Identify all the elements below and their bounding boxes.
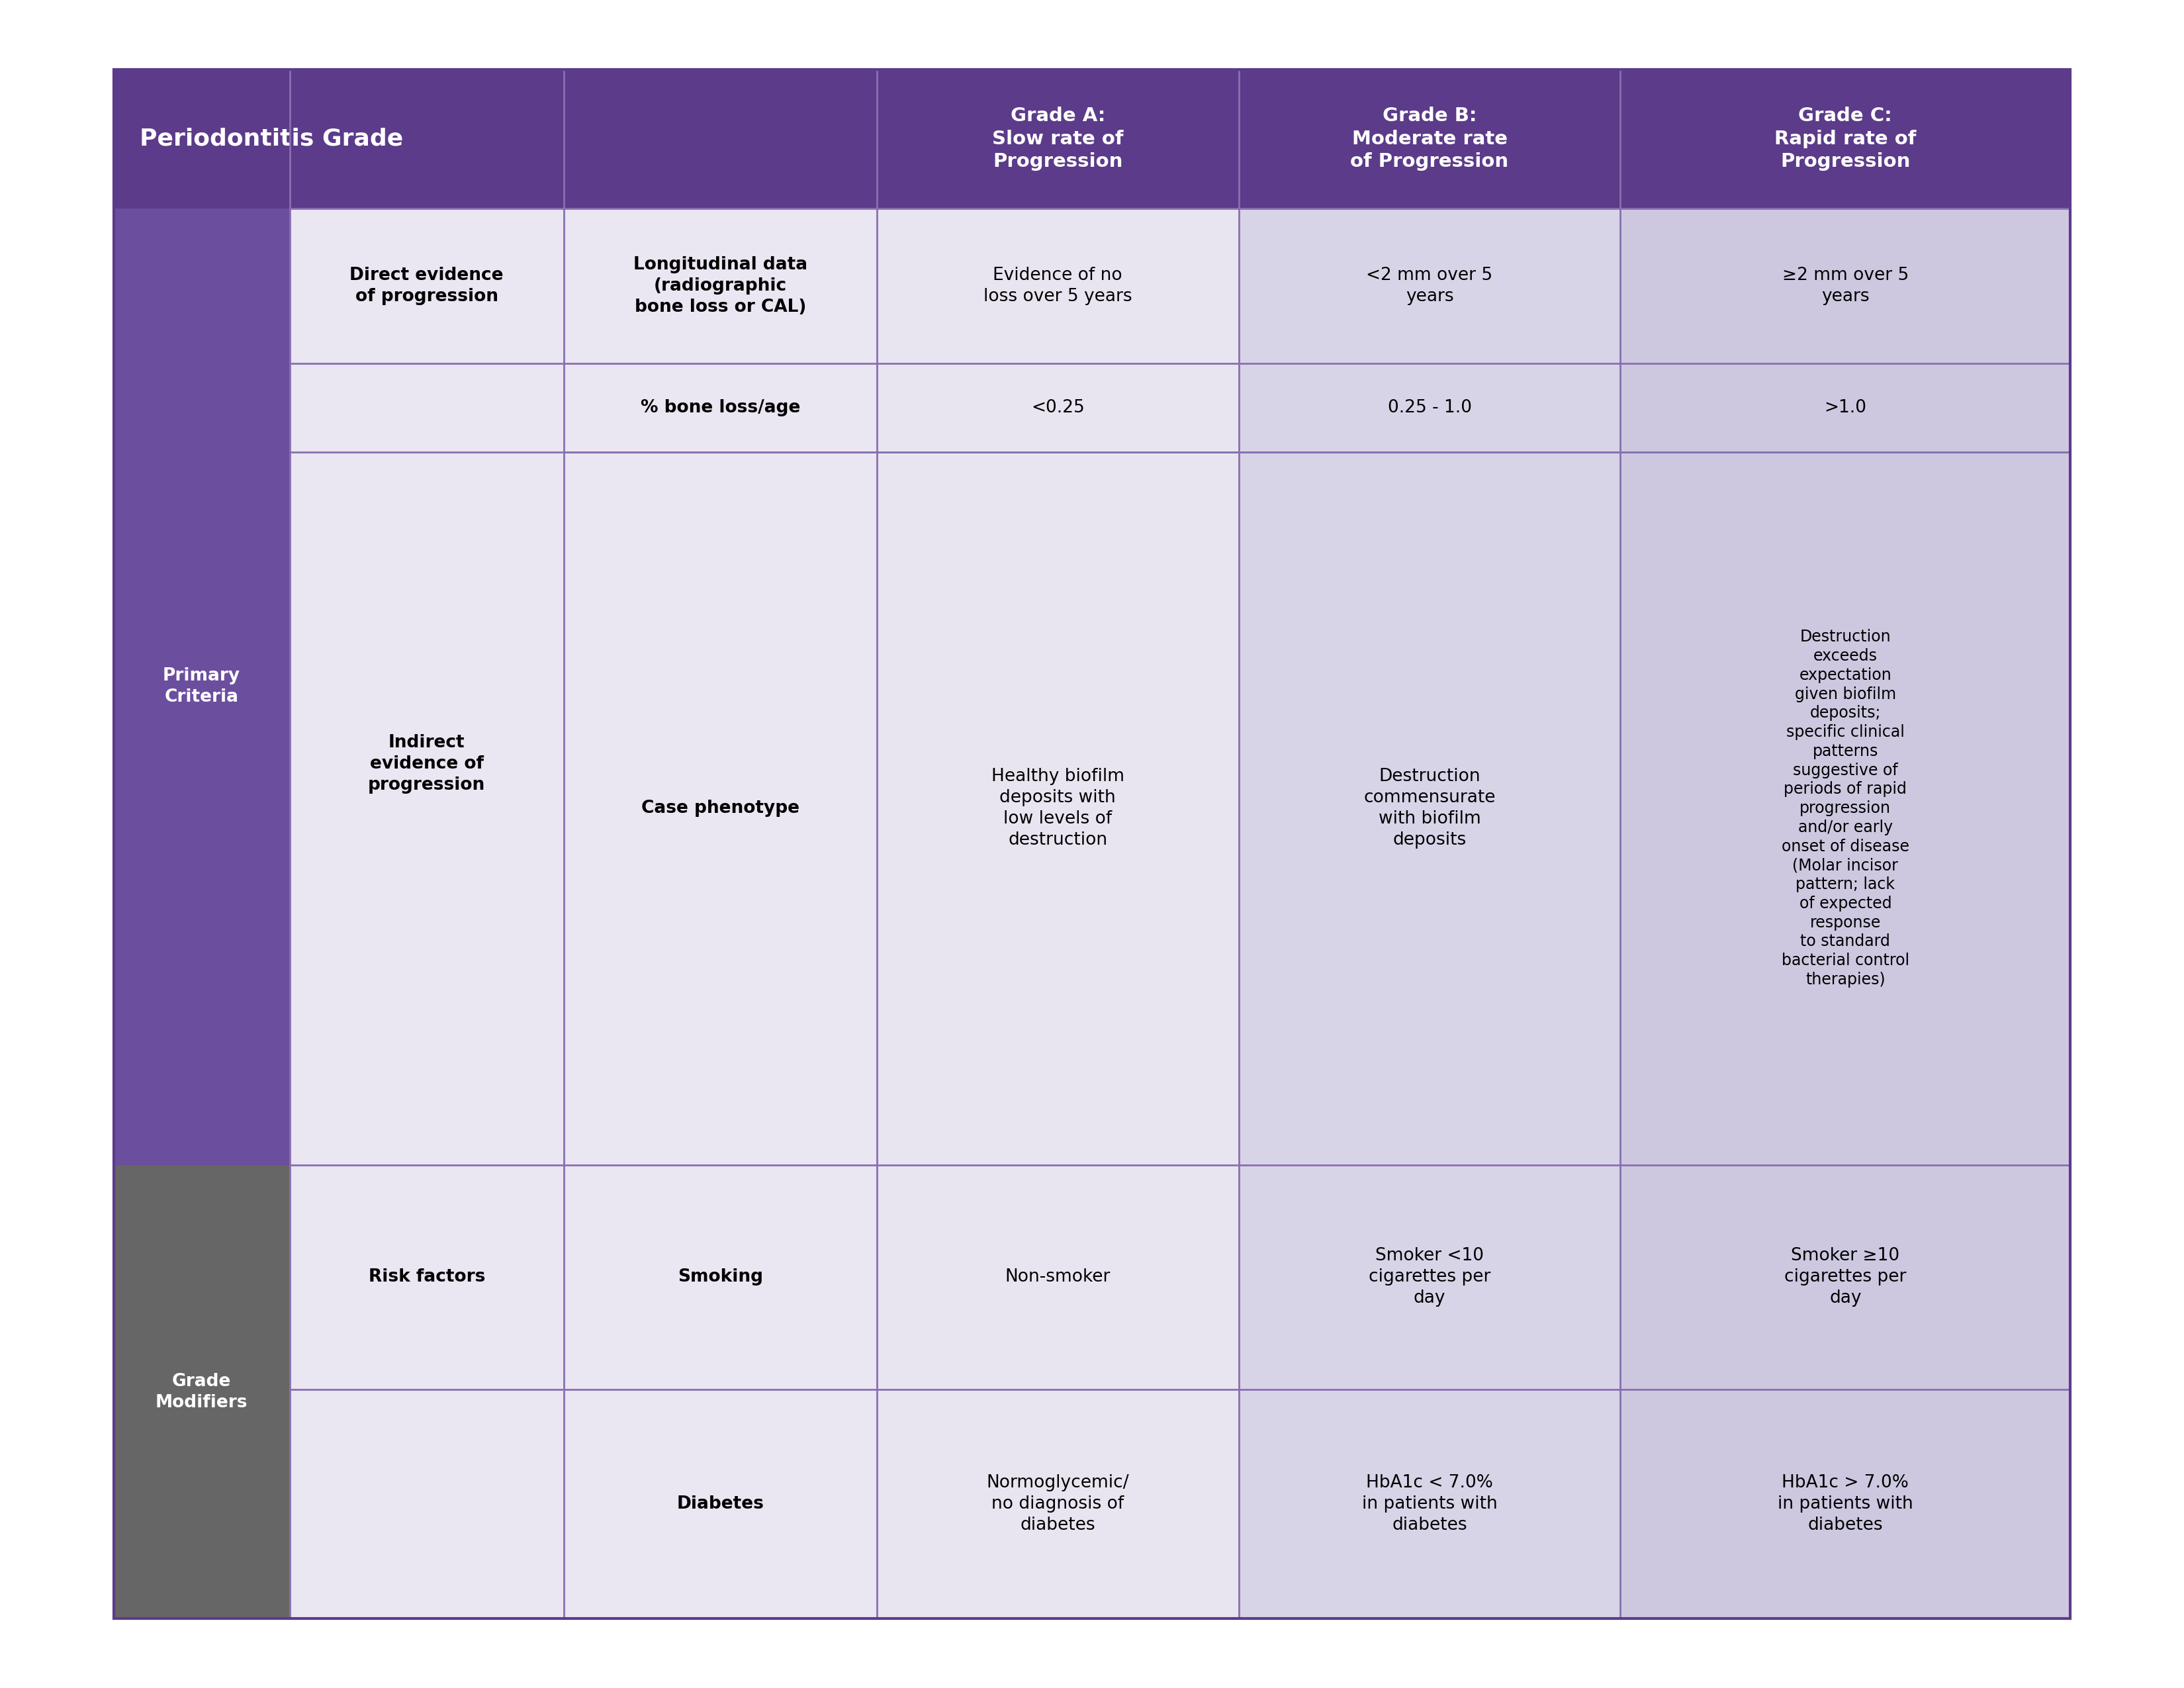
- Bar: [290, 1389, 563, 1619]
- Text: 0.25 - 1.0: 0.25 - 1.0: [1387, 398, 1472, 417]
- Text: Smoker <10
cigarettes per
day: Smoker <10 cigarettes per day: [1369, 1247, 1489, 1307]
- Bar: [563, 452, 876, 1165]
- Bar: [1621, 452, 2070, 1165]
- Bar: [1621, 1165, 2070, 1389]
- Text: Healthy biofilm
deposits with
low levels of
destruction: Healthy biofilm deposits with low levels…: [992, 768, 1125, 849]
- Bar: [114, 69, 2070, 1619]
- Text: Grade C:
Rapid rate of
Progression: Grade C: Rapid rate of Progression: [1773, 106, 1915, 170]
- Bar: [1238, 1165, 1621, 1389]
- Text: Smoker ≥10
cigarettes per
day: Smoker ≥10 cigarettes per day: [1784, 1247, 1907, 1307]
- Text: HbA1c < 7.0%
in patients with
diabetes: HbA1c < 7.0% in patients with diabetes: [1363, 1474, 1498, 1534]
- Text: HbA1c > 7.0%
in patients with
diabetes: HbA1c > 7.0% in patients with diabetes: [1778, 1474, 1913, 1534]
- Text: Grade A:
Slow rate of
Progression: Grade A: Slow rate of Progression: [992, 106, 1123, 170]
- Bar: [876, 1165, 1238, 1389]
- Text: Primary
Criteria: Primary Criteria: [164, 667, 240, 706]
- Bar: [1238, 452, 1621, 1165]
- Bar: [1238, 1389, 1621, 1619]
- Bar: [1621, 209, 2070, 363]
- Bar: [114, 209, 290, 1165]
- Bar: [1238, 209, 1621, 363]
- Bar: [876, 452, 1238, 1165]
- Text: Risk factors: Risk factors: [369, 1268, 485, 1286]
- Bar: [1238, 363, 1621, 452]
- Bar: [1621, 363, 2070, 452]
- Bar: [563, 1389, 876, 1619]
- Text: Periodontitis Grade: Periodontitis Grade: [140, 128, 404, 150]
- Text: ≥2 mm over 5
years: ≥2 mm over 5 years: [1782, 267, 1909, 306]
- Text: Grade B:
Moderate rate
of Progression: Grade B: Moderate rate of Progression: [1350, 106, 1509, 170]
- Text: Destruction
commensurate
with biofilm
deposits: Destruction commensurate with biofilm de…: [1363, 768, 1496, 849]
- Text: Non-smoker: Non-smoker: [1005, 1268, 1109, 1286]
- Text: Grade
Modifiers: Grade Modifiers: [155, 1372, 247, 1411]
- Bar: [290, 1165, 563, 1389]
- Bar: [876, 209, 1238, 363]
- Text: Longitudinal data
(radiographic
bone loss or CAL): Longitudinal data (radiographic bone los…: [633, 257, 808, 316]
- Bar: [290, 363, 563, 452]
- Bar: [290, 452, 563, 1165]
- Bar: [1621, 1389, 2070, 1619]
- Text: <2 mm over 5
years: <2 mm over 5 years: [1367, 267, 1494, 306]
- Text: Smoking: Smoking: [677, 1268, 762, 1286]
- Bar: [563, 363, 876, 452]
- Bar: [114, 1165, 290, 1619]
- Bar: [876, 363, 1238, 452]
- Bar: [563, 1165, 876, 1389]
- Text: Evidence of no
loss over 5 years: Evidence of no loss over 5 years: [983, 267, 1131, 306]
- Text: Diabetes: Diabetes: [677, 1496, 764, 1512]
- Text: Indirect
evidence of
progression: Indirect evidence of progression: [369, 734, 485, 793]
- Text: Destruction
exceeds
expectation
given biofilm
deposits;
specific clinical
patter: Destruction exceeds expectation given bi…: [1782, 630, 1909, 987]
- Text: Case phenotype: Case phenotype: [642, 800, 799, 817]
- Text: Normoglycemic/
no diagnosis of
diabetes: Normoglycemic/ no diagnosis of diabetes: [987, 1474, 1129, 1534]
- Text: <0.25: <0.25: [1031, 398, 1085, 417]
- Text: >1.0: >1.0: [1824, 398, 1867, 417]
- Text: % bone loss/age: % bone loss/age: [640, 398, 799, 417]
- Bar: [876, 1389, 1238, 1619]
- Bar: [290, 209, 563, 363]
- Bar: [114, 69, 2070, 1619]
- Text: Direct evidence
of progression: Direct evidence of progression: [349, 267, 505, 306]
- Bar: [563, 209, 876, 363]
